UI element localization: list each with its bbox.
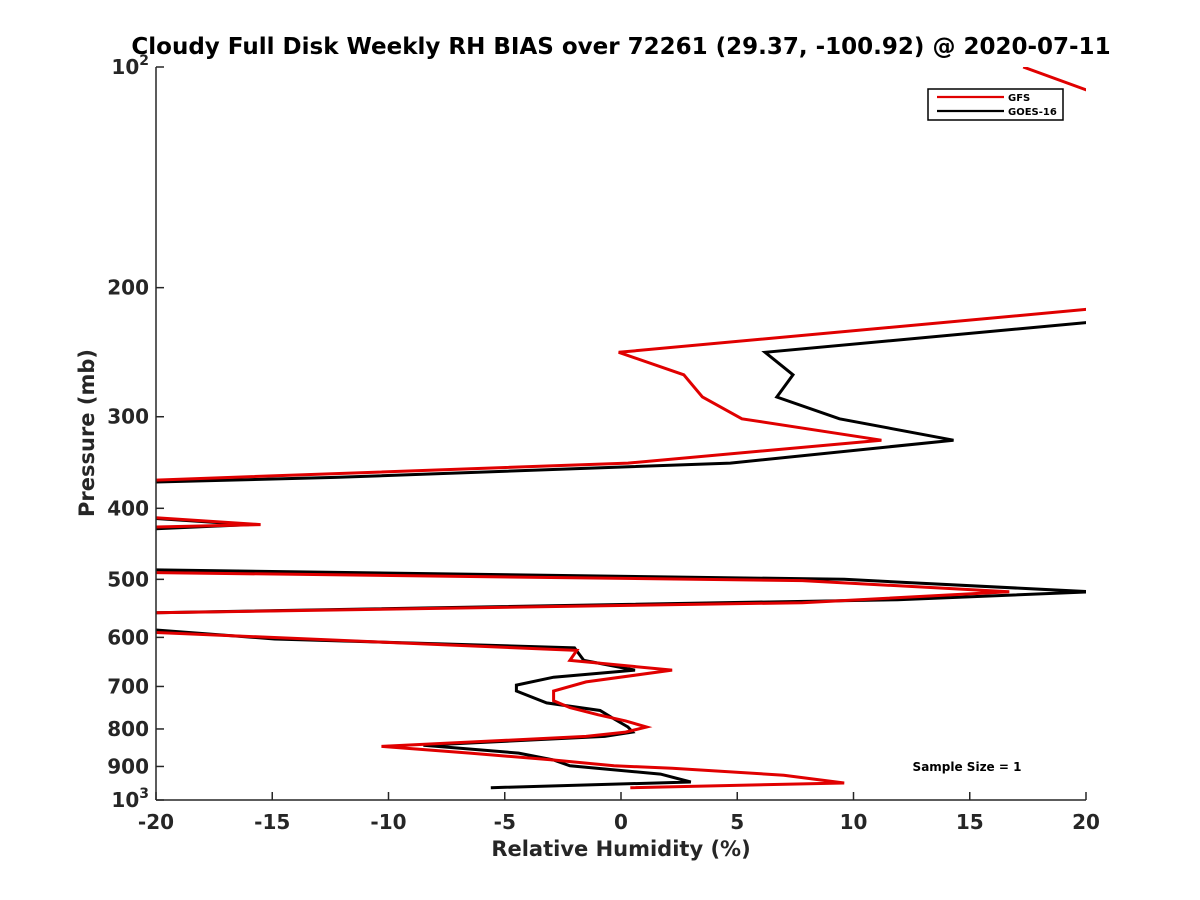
y-tick-label: 200 bbox=[107, 276, 149, 300]
x-tick-label: 10 bbox=[840, 810, 868, 834]
y-tick-label: 500 bbox=[107, 567, 149, 591]
series-line-goes16 bbox=[156, 321, 1086, 790]
x-tick-label: 20 bbox=[1072, 810, 1100, 834]
y-axis-label: Pressure (mb) bbox=[75, 349, 99, 517]
y-tick-label: 700 bbox=[107, 674, 149, 698]
x-tick-label: -20 bbox=[138, 810, 174, 834]
y-tick-label: 300 bbox=[107, 405, 149, 429]
legend: GFS GOES-16 bbox=[927, 88, 1064, 121]
x-tick-label: 15 bbox=[956, 810, 984, 834]
chart-title: Cloudy Full Disk Weekly RH BIAS over 722… bbox=[131, 34, 1110, 60]
legend-box bbox=[927, 88, 1064, 121]
y-tick-label: 900 bbox=[107, 754, 149, 778]
x-tick-label: 5 bbox=[730, 810, 744, 834]
sample-size-annotation: Sample Size = 1 bbox=[913, 760, 1022, 774]
y-tick-label: 600 bbox=[107, 625, 149, 649]
legend-label-gfs: GFS bbox=[1008, 93, 1030, 104]
y-axis-ticks: 102 200 300 400 500 600 700 800 900 103 bbox=[107, 53, 164, 812]
series-line-gfs bbox=[156, 67, 1086, 790]
x-tick-label: -15 bbox=[254, 810, 290, 834]
x-tick-label: -5 bbox=[494, 810, 516, 834]
x-axis-ticks: -20 -15 -10 -5 0 5 10 15 20 bbox=[138, 792, 1100, 834]
y-tick-label: 400 bbox=[107, 496, 149, 520]
y-tick-label: 103 bbox=[111, 786, 149, 812]
legend-label-goes16: GOES-16 bbox=[1008, 107, 1057, 118]
y-tick-label: 102 bbox=[111, 53, 149, 79]
y-tick-label: 800 bbox=[107, 717, 149, 741]
series-layer bbox=[156, 67, 1086, 790]
x-axis-label: Relative Humidity (%) bbox=[491, 837, 750, 861]
x-tick-label: 0 bbox=[614, 810, 628, 834]
x-tick-label: -10 bbox=[370, 810, 406, 834]
